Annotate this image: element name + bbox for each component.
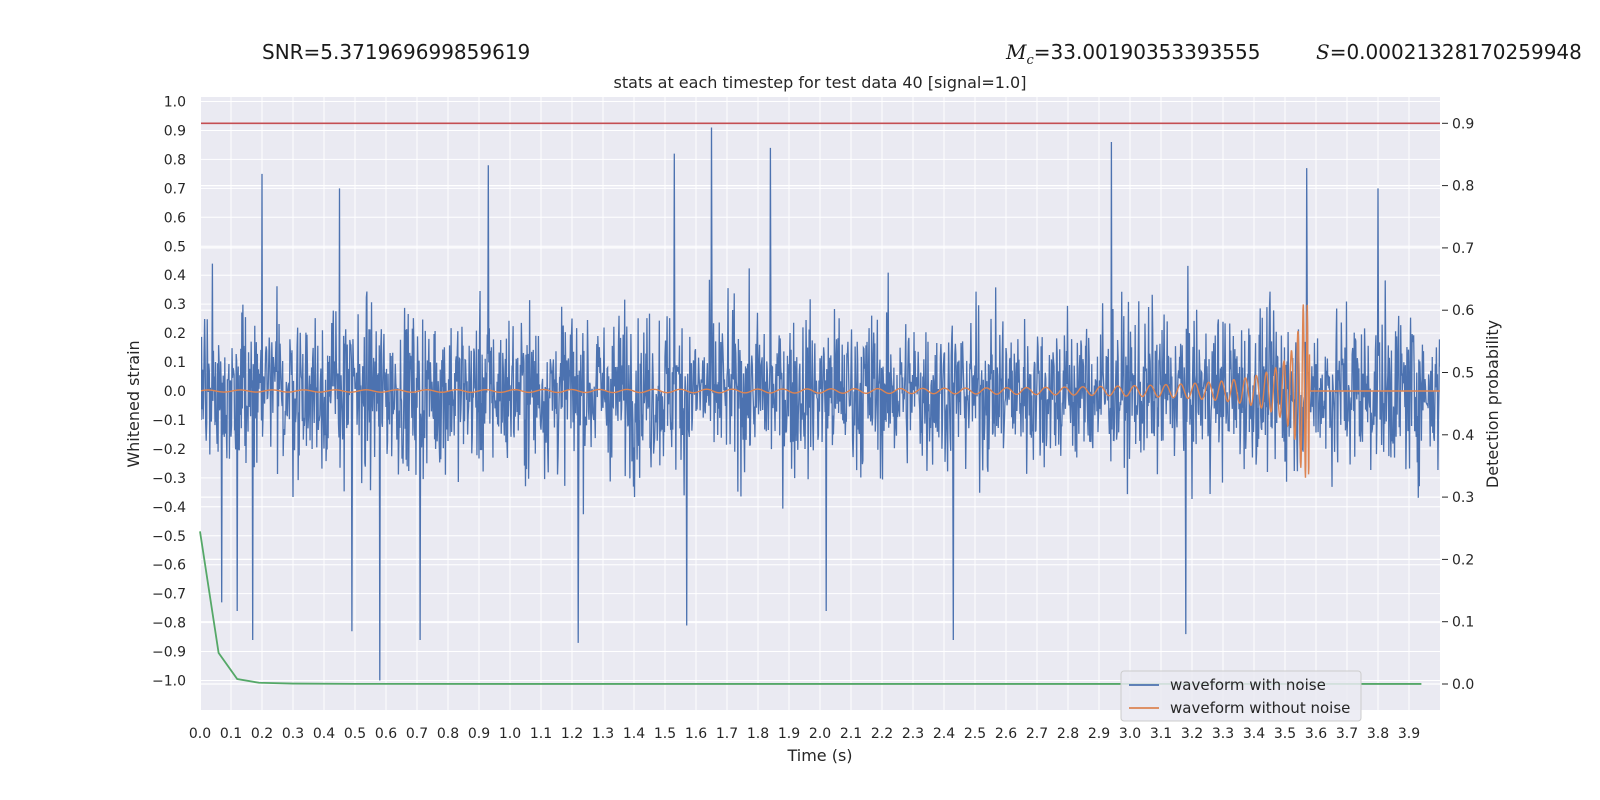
x-tick-label: 0.3: [282, 726, 304, 742]
x-tick-label: 1.7: [716, 726, 738, 742]
y-tick-label: 0.4: [164, 268, 186, 284]
x-tick-label: 2.3: [902, 726, 924, 742]
axes-text: 0.0 0.1 0.2 0.3 0.4 0.5 0.6 0.7 0.8 0.9 1.0 1.1 1.2 1…: [124, 73, 1502, 765]
series-detection-probability: [199, 531, 1422, 685]
x-tick-label: 2.7: [1026, 726, 1048, 742]
y2-tick-label: 0.8: [1452, 179, 1474, 195]
s-symbol: S: [1316, 40, 1330, 64]
y-tick-label: 0.0: [164, 384, 186, 400]
x-tick-label: 3.5: [1274, 726, 1296, 742]
y2-tick-label: 0.3: [1452, 490, 1474, 506]
plot-content: [199, 122, 1440, 685]
snr-text: SNR=5.371969699859619: [262, 40, 531, 64]
legend-entry: waveform with noise: [1170, 676, 1326, 694]
y-tick-label: −1.0: [152, 674, 186, 690]
x-tick-label: 0.8: [437, 726, 459, 742]
y-tick-label: −0.2: [152, 442, 186, 458]
chirp-mass-label: Mc=33.00190353393555: [1006, 40, 1260, 68]
snr-label: SNR=5.371969699859619: [262, 40, 530, 64]
x-tick-label: 2.9: [1088, 726, 1110, 742]
legend: waveform with noise waveform without nois…: [1120, 670, 1362, 722]
y2-tick-label: 0.7: [1452, 241, 1474, 257]
y2-tick-label: 0.4: [1452, 428, 1474, 444]
x-tick-label: 2.4: [933, 726, 955, 742]
x-tick-label: 2.1: [840, 726, 862, 742]
y2-tick-label: 0.6: [1452, 303, 1474, 319]
y-tick-label: 0.1: [164, 355, 186, 371]
x-tick-label: 1.9: [778, 726, 800, 742]
x-tick-label: 3.6: [1305, 726, 1327, 742]
y-tick-label: 0.6: [164, 210, 186, 226]
legend-entry: waveform without noise: [1170, 699, 1350, 717]
s-value: =0.00021328170259948: [1329, 40, 1582, 64]
y2-axis-label: Detection probability: [1483, 320, 1502, 488]
x-tick-label: 1.8: [747, 726, 769, 742]
y-tick-label: 0.5: [164, 239, 186, 255]
x-tick-label: 2.5: [964, 726, 986, 742]
y-tick-label: −0.6: [152, 558, 186, 574]
x-tick-label: 2.2: [871, 726, 893, 742]
series-waveform-with-noise: [201, 127, 1440, 681]
x-tick-label: 1.5: [654, 726, 676, 742]
x-tick-label: 2.8: [1057, 726, 1079, 742]
s-value-label: S=0.00021328170259948: [1316, 40, 1582, 64]
x-tick-label: 0.7: [406, 726, 428, 742]
x-tick-label: 1.3: [592, 726, 614, 742]
x-tick-label: 1.6: [685, 726, 707, 742]
x-tick-label: 1.2: [561, 726, 583, 742]
chirp-mass-subscript: c: [1026, 53, 1034, 68]
x-tick-label: 0.4: [313, 726, 335, 742]
x-tick-label: 0.6: [375, 726, 397, 742]
y-tick-label: −0.9: [152, 645, 186, 661]
y-tick-label: −0.1: [152, 413, 186, 429]
legend-box: [1120, 670, 1362, 722]
y-tick-label: −0.5: [152, 529, 186, 545]
chart-title: stats at each timestep for test data 40 …: [614, 73, 1027, 92]
y-tick-label: 0.9: [164, 123, 186, 139]
x-tick-label: 3.3: [1212, 726, 1234, 742]
x-tick-label: 3.7: [1336, 726, 1358, 742]
y-tick-label: −0.8: [152, 616, 186, 632]
y2-tick-label: 0.5: [1452, 366, 1474, 382]
series-waveform-without-noise: [201, 304, 1440, 478]
y2-tick-label: 0.9: [1452, 116, 1474, 132]
x-tick-label: 3.8: [1367, 726, 1389, 742]
x-tick-label: 2.0: [809, 726, 831, 742]
y-tick-label: −0.3: [152, 471, 186, 487]
y-tick-label: −0.4: [152, 500, 186, 516]
chirp-mass-symbol: M: [1006, 40, 1027, 64]
y-tick-label: 1.0: [164, 95, 186, 111]
y-tick-label: 0.8: [164, 152, 186, 168]
x-axis-label: Time (s): [786, 746, 852, 765]
x-tick-label: 2.6: [995, 726, 1017, 742]
x-tick-label: 1.4: [623, 726, 645, 742]
x-tick-label: 1.0: [499, 726, 521, 742]
x-tick-label: 0.9: [468, 726, 490, 742]
y-tick-label: −0.7: [152, 587, 186, 603]
y-tick-label: 0.2: [164, 326, 186, 342]
y-tick-label: 0.3: [164, 297, 186, 313]
chirp-mass-value: =33.00190353393555: [1033, 40, 1261, 64]
x-tick-label: 0.5: [344, 726, 366, 742]
x-tick-label: 1.1: [530, 726, 552, 742]
y-axis-label: Whitened strain: [124, 340, 143, 467]
y2-tick-label: 0.1: [1452, 615, 1474, 631]
y2-tick-label: 0.2: [1452, 552, 1474, 568]
x-tick-label: 0.0: [189, 726, 211, 742]
x-tick-label: 0.1: [220, 726, 242, 742]
x-tick-label: 3.9: [1398, 726, 1420, 742]
x-tick-label: 3.4: [1243, 726, 1265, 742]
x-tick-label: 0.2: [251, 726, 273, 742]
x-tick-label: 3.1: [1150, 726, 1172, 742]
x-tick-label: 3.0: [1119, 726, 1141, 742]
y-tick-label: 0.7: [164, 181, 186, 197]
y2-tick-label: 0.0: [1452, 677, 1474, 693]
x-tick-label: 3.2: [1181, 726, 1203, 742]
